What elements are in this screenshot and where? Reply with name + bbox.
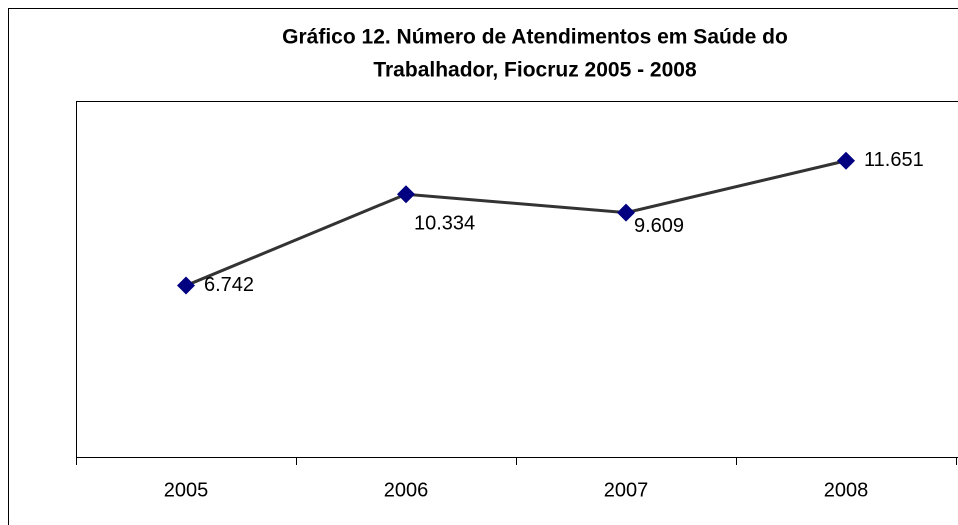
data-label: 11.651 xyxy=(864,149,924,171)
marker xyxy=(617,203,635,222)
marker xyxy=(397,185,415,204)
data-label: 6.742 xyxy=(204,274,254,296)
data-label: 9.609 xyxy=(634,215,684,237)
marker xyxy=(837,151,855,170)
data-line xyxy=(185,159,847,287)
x-tick-label: 2005 xyxy=(164,479,209,501)
chart-title: Gráfico 12. Número de Atendimentos em Sa… xyxy=(282,26,788,49)
marker xyxy=(177,276,195,295)
x-tick-label: 2008 xyxy=(824,479,869,501)
x-tick-label: 2006 xyxy=(384,479,429,501)
chart-title: Trabalhador, Fiocruz 2005 - 2008 xyxy=(373,59,697,82)
plot-area xyxy=(76,101,958,458)
data-label: 10.334 xyxy=(414,213,475,235)
x-tick-label: 2007 xyxy=(604,479,649,501)
